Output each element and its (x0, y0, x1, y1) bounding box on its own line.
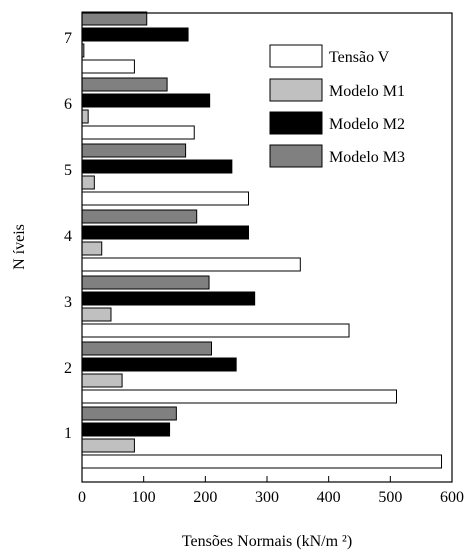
legend: Tensão V Modelo M1 Modelo M2 Modelo M3 (269, 44, 405, 168)
legend-label-tensao-v: Tensão V (329, 49, 390, 66)
bar-modelo-m2-level-7 (81, 27, 189, 42)
y-tick-label-1: 1 (64, 425, 72, 442)
bar-modelo-m1-level-5 (81, 175, 95, 190)
bar-modelo-m1-level-1 (81, 438, 135, 453)
bar-tensao-v-level-4 (81, 257, 301, 272)
bar-tensao-v-level-1 (81, 454, 443, 469)
legend-swatch-modelo-m2 (269, 111, 323, 135)
bar-modelo-m1-level-4 (81, 241, 103, 256)
legend-swatch-modelo-m1 (269, 78, 323, 102)
y-tick-label-3: 3 (64, 294, 72, 311)
bar-modelo-m3-level-3 (81, 275, 210, 290)
x-tick-label-400: 400 (317, 489, 341, 506)
x-ticks: 0 100 200 300 400 500 600 (78, 476, 464, 506)
bar-tensao-v-level-2 (81, 389, 397, 404)
y-tick-label-6: 6 (64, 96, 72, 113)
bar-modelo-m3-level-6 (81, 77, 168, 92)
x-axis-label: Tensões Normais (kN/m ²) (182, 533, 352, 550)
bar-modelo-m3-level-7 (81, 11, 148, 26)
bar-tensao-v-level-5 (81, 191, 249, 206)
bar-modelo-m2-level-6 (81, 93, 211, 108)
bar-modelo-m3-level-4 (81, 209, 198, 224)
x-tick-label-500: 500 (378, 489, 402, 506)
y-axis-label: N íveis (11, 224, 28, 270)
bar-modelo-m2-level-3 (81, 291, 256, 306)
y-tick-label-5: 5 (64, 162, 72, 179)
bar-modelo-m2-level-4 (81, 225, 249, 240)
bar-modelo-m3-level-5 (81, 143, 187, 158)
bar-modelo-m2-level-2 (81, 357, 237, 372)
legend-label-modelo-m3: Modelo M3 (329, 149, 405, 166)
bar-tensao-v-level-6 (81, 125, 195, 140)
bar-modelo-m2-level-5 (81, 159, 233, 174)
bar-tensao-v-level-3 (81, 323, 350, 338)
x-tick-label-600: 600 (440, 489, 464, 506)
y-ticks: 1 2 3 4 5 6 7 (64, 30, 72, 442)
bar-modelo-m1-level-6 (81, 109, 89, 124)
legend-swatch-tensao-v (269, 44, 323, 68)
bar-modelo-m3-level-1 (81, 406, 177, 421)
x-tick-label-0: 0 (78, 489, 86, 506)
bar-tensao-v-level-7 (81, 59, 135, 74)
bar-modelo-m2-level-1 (81, 422, 171, 437)
legend-label-modelo-m1: Modelo M1 (329, 83, 405, 100)
bar-modelo-m1-level-2 (81, 373, 123, 388)
bar-modelo-m1-level-3 (81, 307, 112, 322)
y-tick-label-4: 4 (64, 228, 72, 245)
y-tick-label-7: 7 (64, 30, 72, 47)
bar-modelo-m3-level-2 (81, 341, 212, 356)
x-tick-label-300: 300 (255, 489, 279, 506)
x-tick-label-200: 200 (193, 489, 217, 506)
y-tick-label-2: 2 (64, 360, 72, 377)
legend-label-modelo-m2: Modelo M2 (329, 116, 405, 133)
bars-group (81, 11, 443, 469)
x-tick-label-100: 100 (132, 489, 156, 506)
legend-swatch-modelo-m3 (269, 144, 323, 168)
